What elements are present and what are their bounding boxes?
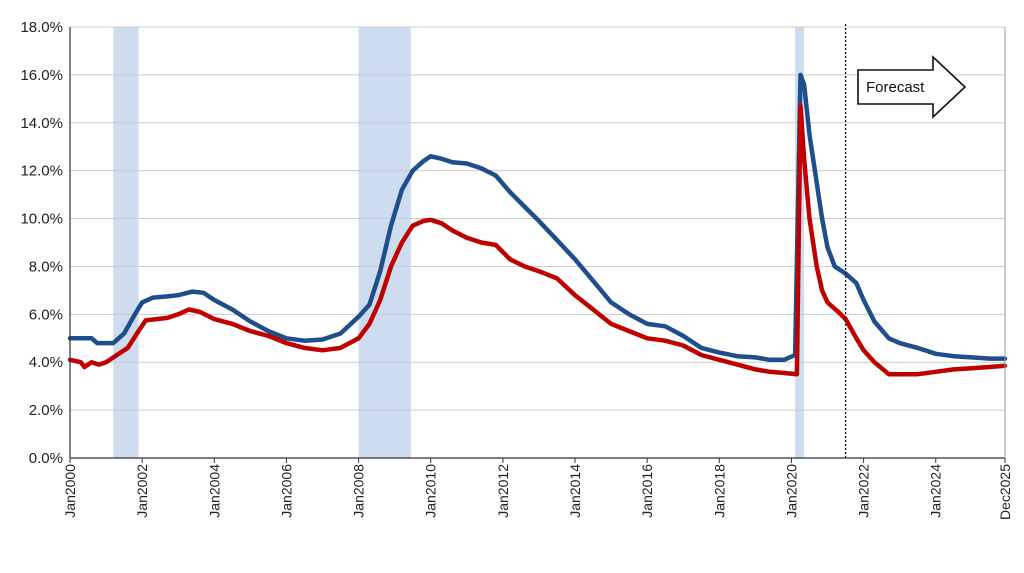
x-tick-label: Jan2002	[134, 464, 150, 518]
series-line-1	[67, 103, 1008, 377]
y-axis-tick-labels: 0.0% 2.0% 4.0% 6.0% 8.0% 10.0% 12.0% 14.0% 16.0%…	[20, 19, 63, 467]
series-lines	[67, 72, 1008, 377]
x-tick-label: Jan2000	[62, 464, 78, 518]
axes	[69, 27, 1006, 463]
x-tick-label: Jan2024	[928, 464, 944, 518]
y-tick-label: 0.0%	[29, 450, 63, 467]
y-tick-label: 14.0%	[20, 115, 63, 132]
forecast-label: Forecast	[866, 79, 925, 96]
y-tick-label: 10.0%	[20, 211, 63, 228]
gridlines	[70, 26, 1005, 459]
recession-band-0	[113, 27, 139, 458]
x-tick-label: Jan2014	[567, 464, 583, 518]
x-axis-tick-labels: Jan2000 Jan2002 Jan2004 Jan2006 Jan2008 Jan20…	[62, 464, 1013, 520]
x-tick-label: Jan2018	[711, 464, 727, 518]
x-tick-label: Jan2004	[206, 464, 222, 518]
x-tick-label: Jan2020	[783, 464, 799, 518]
y-tick-label: 16.0%	[20, 67, 63, 84]
x-tick-label: Jan2022	[856, 464, 872, 518]
y-tick-label: 8.0%	[29, 258, 63, 275]
y-tick-label: 18.0%	[20, 19, 63, 36]
forecast-marker: Forecast	[844, 24, 967, 458]
forecast-arrow-shape	[857, 55, 967, 119]
x-tick-label: Jan2012	[495, 464, 511, 518]
x-tick-label: Dec2025	[997, 464, 1013, 520]
y-tick-label: 4.0%	[29, 354, 63, 371]
x-tick-label: Jan2010	[423, 464, 439, 518]
y-tick-label: 2.0%	[29, 402, 63, 419]
series-line-0	[67, 72, 1008, 363]
x-tick-label: Jan2016	[639, 464, 655, 518]
y-tick-label: 12.0%	[20, 163, 63, 180]
y-tick-label: 6.0%	[29, 306, 63, 323]
x-tick-label: Jan2006	[278, 464, 294, 518]
recession-bands	[113, 27, 805, 458]
x-tick-label: Jan2008	[351, 464, 367, 518]
